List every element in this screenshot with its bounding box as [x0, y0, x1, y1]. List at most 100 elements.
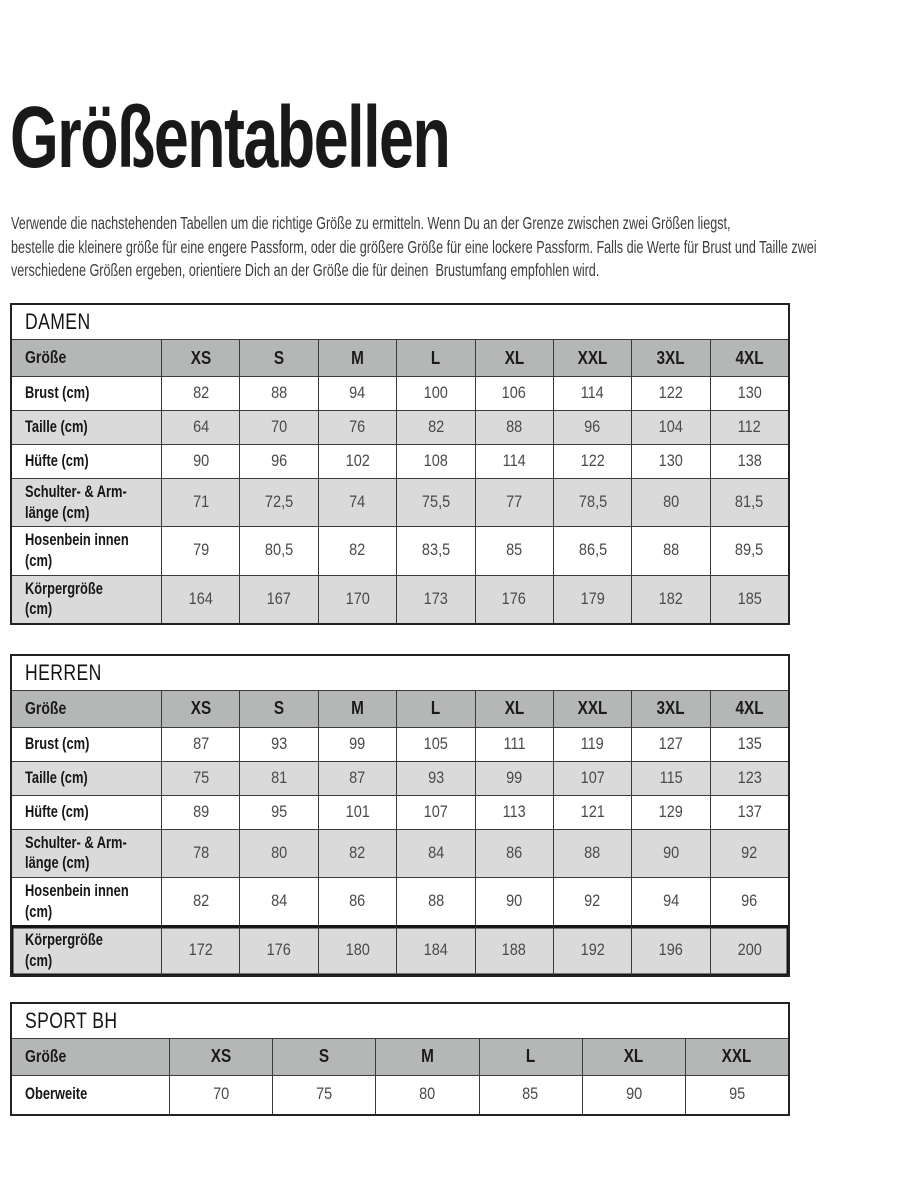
value-text: 164	[188, 589, 213, 608]
value-cell: 84	[396, 829, 474, 877]
value-text: 70	[270, 418, 288, 436]
value-text: 80,5	[264, 541, 294, 560]
measure-row: Oberweite 70 75 80 85 90 95	[12, 1074, 788, 1114]
value-cell: 85	[474, 527, 553, 575]
size-header-cell: XXL	[552, 340, 631, 376]
measure-label-text: Hosenbein innen (cm)	[25, 531, 129, 570]
measure-row: Brust (cm) 82 88 94 100 106 114 122 130	[12, 376, 788, 410]
value-cell: 114	[552, 377, 631, 410]
measure-row: Taille (cm) 75 81 87 93 99 107 115 123	[12, 760, 788, 795]
size-header-text: S	[273, 347, 285, 368]
value-text: 82	[192, 892, 209, 911]
value-text: 105	[423, 734, 448, 753]
measure-label-cell: Hüfte (cm)	[12, 445, 161, 478]
size-header-text: S	[319, 1046, 330, 1066]
value-cell: 70	[169, 1075, 272, 1114]
value-cell: 92	[709, 829, 788, 877]
measure-row: Taille (cm) 64 70 76 82 88 96 104 112	[12, 410, 788, 444]
measure-label-cell: Taille (cm)	[12, 762, 161, 795]
value-cell: 94	[631, 878, 709, 926]
size-header-cell: XS	[161, 690, 239, 727]
size-header-row: Größe XS S M L XL XXL	[12, 1037, 788, 1075]
measure-label-text: Hüfte (cm)	[25, 802, 89, 821]
value-text: 112	[737, 418, 761, 436]
size-header-row: Größe XS S M L XL XXL 3XL 4XL	[12, 339, 788, 376]
value-cell: 82	[317, 829, 396, 877]
size-header-text: M	[351, 698, 364, 719]
value-text: 84	[427, 843, 444, 862]
value-text: 96	[270, 452, 288, 470]
measure-label-cell: Schulter- & Arm- länge (cm)	[12, 830, 161, 877]
value-cell: 88	[474, 411, 553, 444]
value-text: 119	[580, 734, 605, 753]
value-text: 172	[188, 941, 213, 960]
value-text: 64	[192, 418, 209, 436]
value-cell: 107	[396, 795, 474, 829]
measure-row: Schulter- & Arm- länge (cm) 71 72,5 74 75,5 7…	[12, 478, 788, 527]
value-text: 107	[580, 768, 605, 787]
value-cell: 176	[239, 927, 317, 975]
value-text: 93	[270, 734, 288, 753]
value-cell: 106	[474, 377, 553, 410]
value-cell: 180	[317, 927, 396, 975]
intro-line: Verwende die nachstehenden Tabellen um d…	[11, 213, 731, 233]
measure-row: Hüfte (cm) 89 95 101 107 113 121 129 137	[12, 794, 788, 829]
size-header-text: 4XL	[735, 347, 764, 368]
value-text: 94	[349, 384, 366, 402]
value-text: 89,5	[735, 541, 764, 560]
size-header-text: L	[525, 1046, 536, 1066]
value-text: 80	[419, 1085, 436, 1103]
value-text: 87	[349, 768, 366, 787]
value-cell: 87	[317, 761, 396, 795]
value-cell: 79	[161, 527, 239, 575]
value-text: 85	[506, 541, 523, 560]
value-cell: 176	[474, 575, 553, 623]
measure-row: Körpergröße (cm) 164 167 170 173 176 179 182 185	[12, 574, 788, 623]
value-text: 135	[737, 734, 762, 753]
value-text: 79	[192, 541, 209, 560]
measure-label-cell: Taille (cm)	[12, 411, 161, 444]
size-header-cell: S	[239, 690, 317, 727]
value-cell: 102	[317, 445, 396, 478]
value-cell: 108	[396, 445, 474, 478]
value-cell: 127	[631, 727, 709, 761]
size-header-text: 3XL	[656, 698, 685, 719]
value-cell: 121	[552, 795, 631, 829]
value-cell: 92	[552, 878, 631, 926]
measure-row: Hüfte (cm) 90 96 102 108 114 122 130 138	[12, 444, 788, 478]
value-text: 92	[741, 843, 758, 862]
value-cell: 90	[474, 878, 553, 926]
value-cell: 130	[631, 445, 709, 478]
value-cell: 89,5	[709, 527, 788, 575]
value-text: 86,5	[578, 541, 607, 560]
size-header-text: L	[431, 347, 441, 368]
intro-line: verschiedene Größen ergeben, orientiere …	[11, 260, 600, 280]
measure-row: Körpergröße (cm) 172 176 180 184 188 192 196 200	[12, 925, 788, 975]
measure-label-cell: Körpergröße (cm)	[12, 576, 161, 623]
value-text: 127	[658, 734, 684, 753]
value-cell: 90	[161, 445, 239, 478]
value-cell: 119	[552, 727, 631, 761]
value-text: 104	[658, 418, 684, 436]
value-cell: 104	[631, 411, 709, 444]
value-cell: 82	[161, 377, 239, 410]
value-text: 99	[506, 768, 523, 787]
page-title: Größentabellen	[10, 89, 451, 186]
value-text: 80	[270, 843, 288, 862]
value-text: 88	[270, 384, 288, 402]
size-header-cell: M	[375, 1038, 478, 1075]
size-header-text: XS	[190, 347, 211, 368]
value-cell: 78	[161, 829, 239, 877]
value-cell: 137	[709, 795, 788, 829]
value-cell: 167	[239, 575, 317, 623]
measure-row: Brust (cm) 87 93 99 105 111 119 127 135	[12, 726, 788, 761]
size-header-text: XXL	[577, 347, 608, 368]
value-text: 196	[658, 941, 684, 960]
value-cell: 80	[631, 479, 709, 527]
size-header-text: XS	[210, 1046, 232, 1066]
size-header-label-cell: Größe	[12, 691, 161, 727]
value-cell: 64	[161, 411, 239, 444]
size-header-text: M	[351, 347, 364, 368]
value-cell: 88	[239, 377, 317, 410]
value-text: 94	[662, 892, 680, 911]
